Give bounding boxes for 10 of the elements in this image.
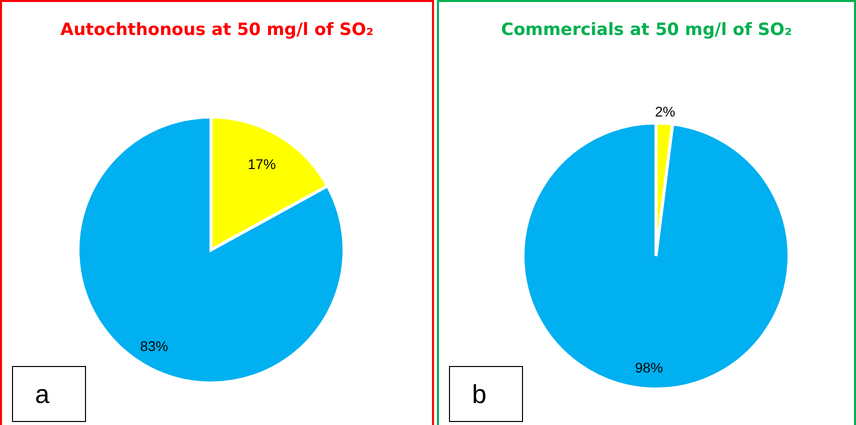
- pie-slice: [76, 116, 346, 384]
- data-label: 98%: [634, 360, 663, 376]
- data-label: 17%: [248, 156, 276, 172]
- chart-title: Commercials at 50 mg/l of SO₂: [500, 20, 793, 40]
- pie-slice: [522, 122, 790, 390]
- chart-title: Autochthonous at 50 mg/l of SO₂: [59, 20, 375, 40]
- panel-letter-box: b: [449, 366, 523, 422]
- data-label: 83%: [140, 338, 168, 354]
- panel-letter-box: a: [12, 366, 86, 422]
- data-label: 2%: [654, 103, 676, 120]
